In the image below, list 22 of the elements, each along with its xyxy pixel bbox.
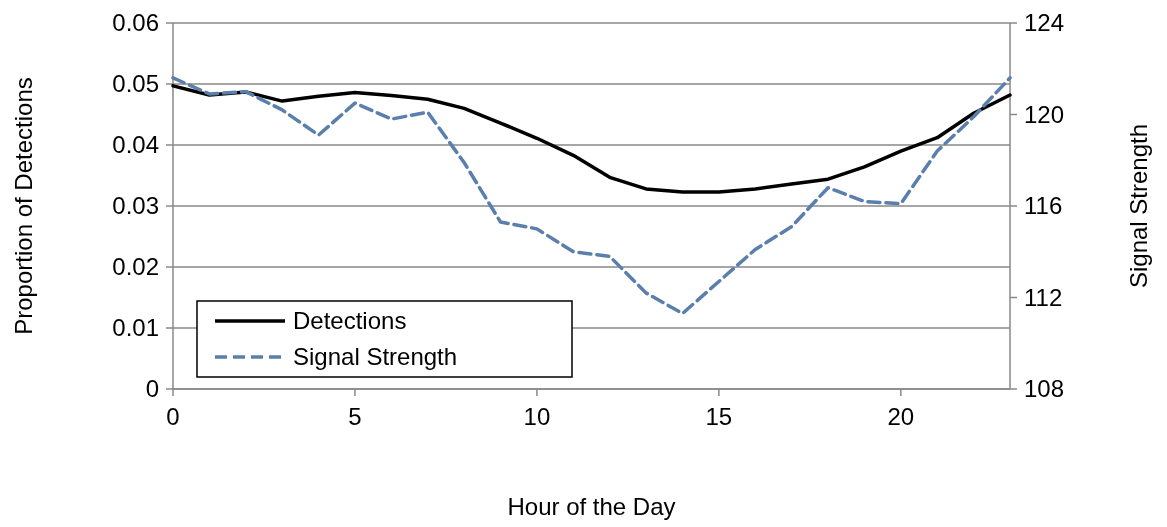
y2-tick-label: 124 bbox=[1024, 9, 1065, 37]
y-tick-label: 0.05 bbox=[112, 70, 159, 98]
y2-tick-label: 116 bbox=[1024, 192, 1063, 220]
x-tick-label: 10 bbox=[523, 403, 551, 430]
y2-tick-label: 120 bbox=[1024, 100, 1065, 128]
x-tick-label: 15 bbox=[705, 403, 733, 430]
x-tick-label: 20 bbox=[887, 403, 915, 430]
y-tick-label: 0.06 bbox=[112, 9, 159, 37]
y2-tick-label: 112 bbox=[1024, 283, 1063, 311]
x-tick-label: 5 bbox=[348, 403, 362, 430]
x-tick-label: 0 bbox=[166, 403, 180, 430]
y-tick-label: 0.04 bbox=[112, 131, 159, 159]
y2-tick-label: 108 bbox=[1024, 375, 1065, 403]
y-tick-label: 0.02 bbox=[112, 253, 159, 281]
y-tick-label: 0.03 bbox=[112, 192, 159, 220]
x-axis-title: Hour of the Day bbox=[507, 493, 676, 520]
legend-label: Detections bbox=[293, 307, 407, 335]
y2-axis-title: Signal Strength bbox=[1125, 123, 1152, 289]
y-axis-title: Proportion of Detections bbox=[10, 77, 37, 335]
legend-label: Signal Strength bbox=[293, 343, 458, 371]
y-tick-label: 0.01 bbox=[112, 314, 159, 342]
y-tick-label: 0 bbox=[145, 375, 159, 403]
